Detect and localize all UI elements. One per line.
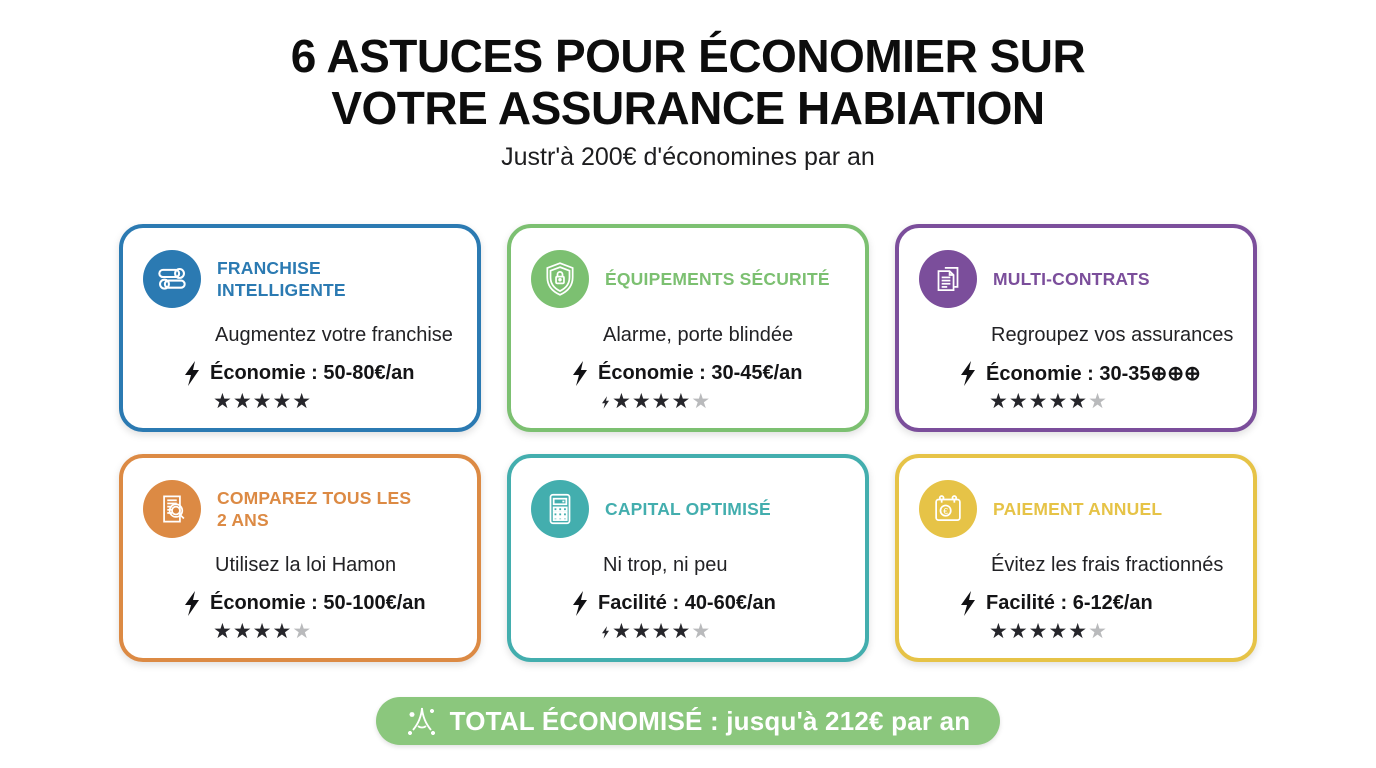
star-rating: ★★★★★ ★ xyxy=(989,619,1235,645)
card-description: Alarme, porte blindée xyxy=(603,324,794,346)
card-head: € PAIEMENT ANNUEL xyxy=(919,480,1235,538)
star-rating: ★★★★ ★ xyxy=(213,619,459,645)
tip-card-paiement-annuel: € PAIEMENT ANNUEL Évitez les frais fract… xyxy=(895,454,1257,662)
stars-filled: ★★★★★ xyxy=(213,390,313,413)
card-title-line1: MULTI-CONTRATS xyxy=(993,269,1150,289)
stars-empty: ★ xyxy=(691,390,712,413)
card-description: Évitez les frais fractionnés xyxy=(991,554,1224,576)
lightning-icon xyxy=(961,591,975,616)
card-title-line2: 2 ANS xyxy=(217,510,269,530)
stars-empty: ★ xyxy=(1088,390,1108,413)
savings-row: Facilité : 40-60€/an xyxy=(571,591,847,616)
tip-card-capital-optimise: CAPITAL OPTIMISÉ Ni trop, ni peu Facilit… xyxy=(507,454,869,662)
total-banner: TOTAL ÉCONOMISÉ : jusqu'à 212€ par an xyxy=(375,697,1001,745)
card-head: FRANCHISE INTELLIGENTE xyxy=(143,250,459,308)
card-title: CAPITAL OPTIMISÉ xyxy=(605,498,771,520)
lightning-icon xyxy=(185,591,199,616)
card-title-line1: FRANCHISE xyxy=(217,258,321,278)
tips-grid: FRANCHISE INTELLIGENTE Augmentez votre f… xyxy=(119,224,1257,662)
card-description: Regroupez vos assurances xyxy=(991,324,1234,346)
stars-filled: ★★★★★ xyxy=(989,390,1089,413)
savings-value: Économie : 30-45€/an xyxy=(598,362,803,384)
savings-row: Économie : 50-100€/an xyxy=(183,591,459,616)
small-lightning-icon xyxy=(602,625,609,639)
card-title-line1: COMPAREZ TOUS LES xyxy=(217,488,412,508)
stars-empty: ★ xyxy=(691,620,712,643)
savings-row: Facilité : 6-12€/an xyxy=(959,591,1235,616)
document-magnifier-icon xyxy=(143,480,201,538)
card-title: COMPAREZ TOUS LES 2 ANS xyxy=(217,487,411,531)
calculator-icon xyxy=(531,480,589,538)
stars-filled: ★★★★ xyxy=(612,620,692,643)
lightning-icon xyxy=(573,361,587,386)
card-title: PAIEMENT ANNUEL xyxy=(993,498,1162,520)
documents-icon xyxy=(919,250,977,308)
savings-value: Facilité : 40-60€/an xyxy=(598,592,776,614)
header: 6 ASTUCES POUR ÉCONOMIER SUR VOTRE ASSUR… xyxy=(0,0,1376,172)
tip-card-franchise-intelligente: FRANCHISE INTELLIGENTE Augmentez votre f… xyxy=(119,224,481,432)
card-title-line2: INTELLIGENTE xyxy=(217,280,346,300)
page-title: 6 ASTUCES POUR ÉCONOMIER SUR VOTRE ASSUR… xyxy=(0,30,1376,134)
savings-value: Économie : 50-80€/an xyxy=(210,362,415,384)
lightning-icon xyxy=(961,361,975,386)
page-subtitle: Justr'à 200€ d'économines par an xyxy=(501,143,875,171)
savings-row: Économie : 50-80€/an xyxy=(183,361,459,386)
tip-card-multi-contrats: MULTI-CONTRATS Regroupez vos assurances … xyxy=(895,224,1257,432)
lightning-icon xyxy=(573,591,587,616)
card-title-line1: PAIEMENT ANNUEL xyxy=(993,499,1163,519)
svg-text:€: € xyxy=(943,506,948,516)
star-rating: ★★★★★ xyxy=(213,389,459,415)
savings-value: Facilité : 6-12€/an xyxy=(986,592,1153,614)
card-title: MULTI-CONTRATS xyxy=(993,268,1150,290)
page-title-line1: 6 ASTUCES POUR ÉCONOMIER SUR xyxy=(290,30,1086,82)
stars-filled: ★★★★★ xyxy=(989,620,1089,643)
card-description: Utilisez la loi Hamon xyxy=(215,554,397,576)
card-description: Ni trop, ni peu xyxy=(603,554,728,576)
lightning-icon xyxy=(185,361,199,386)
footer: TOTAL ÉCONOMISÉ : jusqu'à 212€ par an xyxy=(0,662,1376,745)
savings-value: Économie : 30-35⊕⊕⊕ xyxy=(986,363,1201,385)
tip-card-equipements-securite: ÉQUIPEMENTS SÉCURITÉ Alarme, porte blind… xyxy=(507,224,869,432)
stars-empty: ★ xyxy=(292,620,313,643)
star-rating: ★★★★★ ★ xyxy=(989,389,1235,415)
total-label: TOTAL ÉCONOMISÉ : jusqu'à 212€ par an xyxy=(449,705,971,736)
card-head: ÉQUIPEMENTS SÉCURITÉ xyxy=(531,250,847,308)
stars-filled: ★★★★ xyxy=(213,620,293,643)
shield-lock-icon xyxy=(531,250,589,308)
card-title-line1: CAPITAL OPTIMISÉ xyxy=(605,499,771,519)
tip-card-comparez-tous-les-2-ans: COMPAREZ TOUS LES 2 ANS Utilisez la loi … xyxy=(119,454,481,662)
page-title-line2: VOTRE ASSURANCE HABIATION xyxy=(331,82,1045,134)
card-head: CAPITAL OPTIMISÉ xyxy=(531,480,847,538)
card-head: COMPAREZ TOUS LES 2 ANS xyxy=(143,480,459,538)
sparkle-icon xyxy=(407,707,435,735)
savings-row: Économie : 30-35⊕⊕⊕ xyxy=(959,361,1235,386)
card-title: ÉQUIPEMENTS SÉCURITÉ xyxy=(605,268,830,290)
card-title: FRANCHISE INTELLIGENTE xyxy=(217,257,346,301)
small-lightning-icon xyxy=(602,395,609,409)
stars-empty: ★ xyxy=(1088,620,1108,643)
card-description: Augmentez votre franchise xyxy=(215,324,453,346)
star-rating: ★★★★ ★ xyxy=(601,389,847,415)
savings-row: Économie : 30-45€/an xyxy=(571,361,847,386)
calendar-euro-icon: € xyxy=(919,480,977,538)
card-title-line1: ÉQUIPEMENTS SÉCURITÉ xyxy=(605,269,830,289)
savings-value: Économie : 50-100€/an xyxy=(210,592,426,614)
sliders-icon xyxy=(143,250,201,308)
star-rating: ★★★★ ★ xyxy=(601,619,847,645)
card-head: MULTI-CONTRATS xyxy=(919,250,1235,308)
stars-filled: ★★★★ xyxy=(612,390,692,413)
